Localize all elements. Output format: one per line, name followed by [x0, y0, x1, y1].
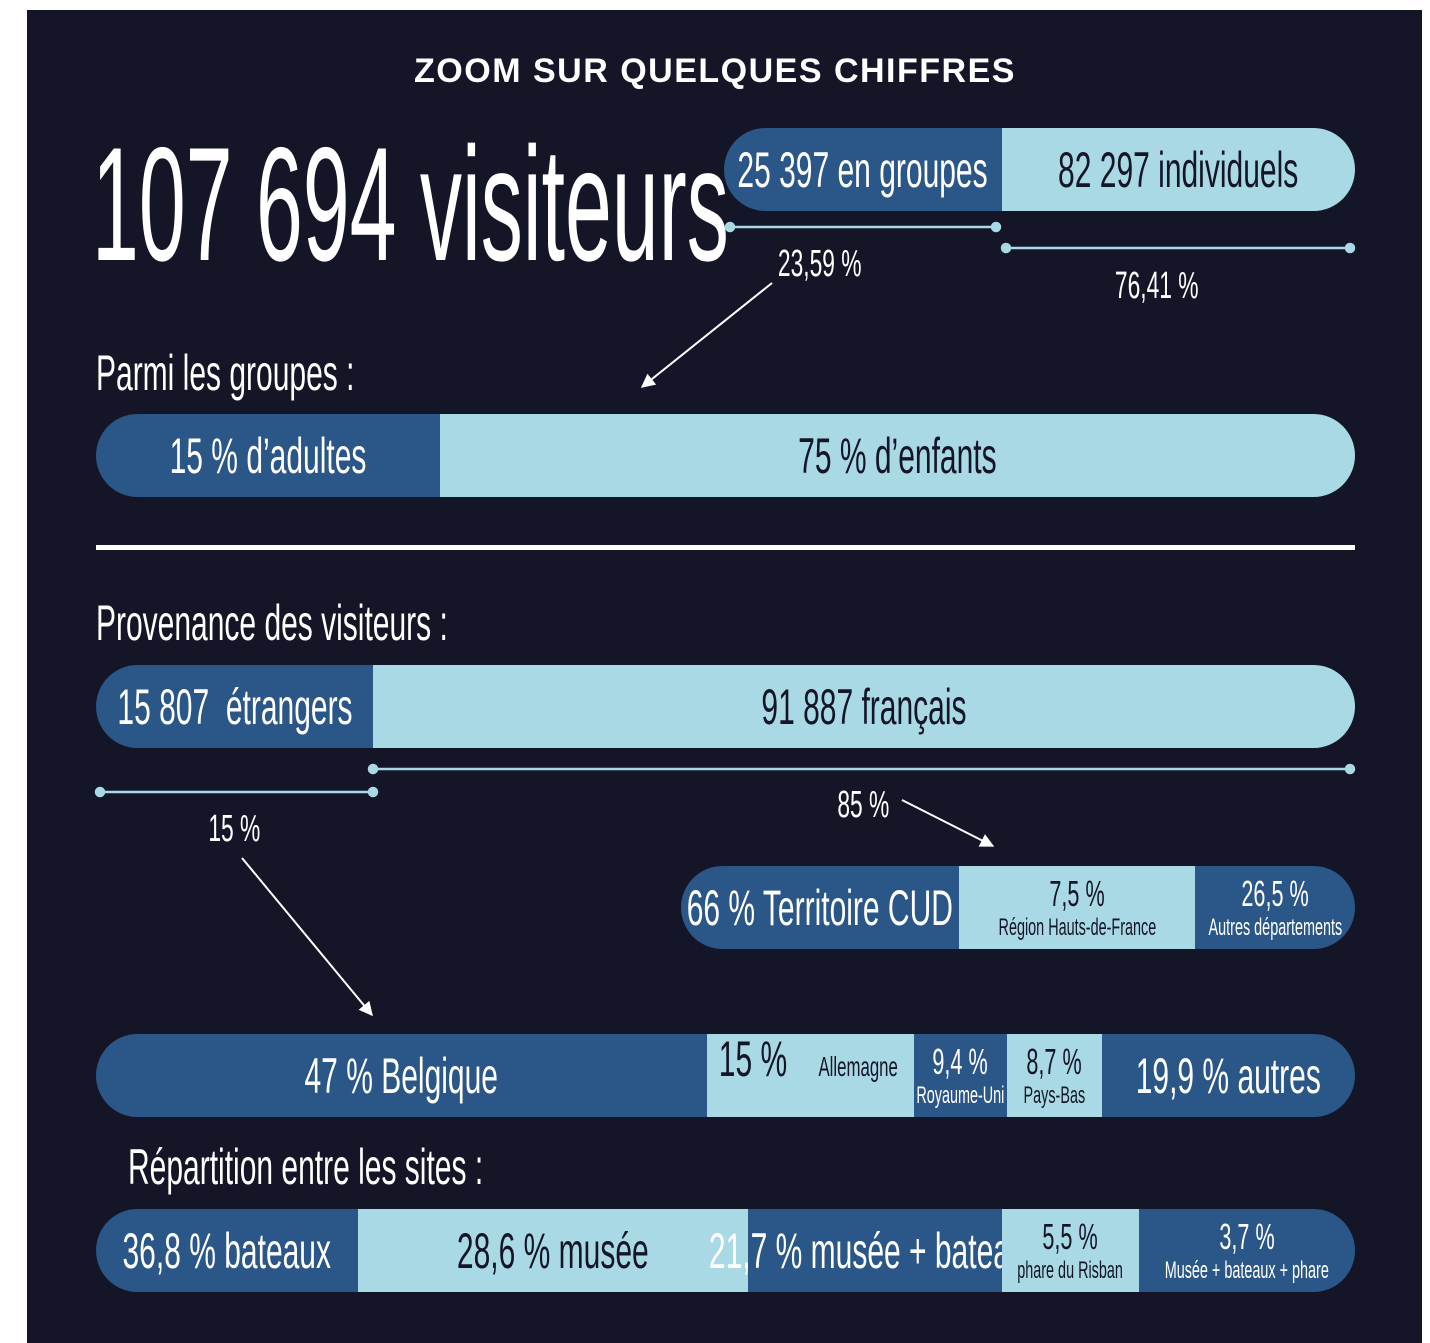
segment-label: 5,5 % — [1042, 1215, 1099, 1257]
segment-label: 15 % — [719, 1034, 788, 1087]
segment-label: 9,4 % — [932, 1040, 989, 1082]
bar: 66 % Territoire CUD 7,5 % Région Hauts-de-… — [681, 866, 1355, 949]
heading: Provenance des visiteurs : — [96, 594, 682, 652]
share-text: 76,41 % — [1115, 265, 1199, 307]
segment-label: 26,5 % — [1241, 872, 1309, 914]
bar-segment: 26,5 % Autres départements — [1195, 866, 1355, 949]
segment-sublabel: Allemagne — [818, 1051, 899, 1082]
bar: 15 % d’adultes 75 % d’enfants — [96, 414, 1355, 497]
segment-label: 15 % d’adultes — [169, 427, 367, 484]
bar-segment: 21,7 % musée + bateaux — [709, 1209, 1041, 1292]
segment-label: 28,6 % musée — [457, 1222, 649, 1279]
bar: 15 807 étrangers 91 887 français — [96, 665, 1355, 748]
segment-sublabel: Région Hauts-de-France — [998, 913, 1156, 941]
segment-label: 19,9 % autres — [1135, 1047, 1322, 1104]
title: ZOOM SUR QUELQUES CHIFFRES — [414, 52, 1016, 90]
bar-segment: 36,8 % bateaux — [96, 1209, 358, 1292]
bar-segment: 28,6 % musée — [358, 1209, 748, 1292]
bar-segment: 15 % Allemagne — [707, 1034, 914, 1117]
bar: 25 397 en groupes 82 297 individuels — [724, 128, 1355, 211]
bar-segment: 7,5 % Région Hauts-de-France — [959, 866, 1195, 949]
bar-segment: 19,9 % autres — [1102, 1034, 1355, 1117]
segment-label: 15 807 étrangers — [116, 678, 353, 735]
heading: Répartition entre les sites : — [128, 1138, 720, 1196]
bar-segment: 66 % Territoire CUD — [681, 866, 959, 949]
bar-segment: 8,7 % Pays-Bas — [1007, 1034, 1102, 1117]
bar-segment: 82 297 individuels — [1002, 128, 1355, 211]
segment-label: 75 % d’enfants — [798, 427, 997, 484]
segment-sublabel: Musée + bateaux + phare — [1164, 1256, 1330, 1284]
segment-label: 25 397 en groupes — [737, 141, 989, 198]
share-text: 15 % — [208, 808, 260, 850]
heading-text: Répartition entre les sites : — [128, 1139, 484, 1195]
segment-label: 8,7 % — [1026, 1040, 1083, 1082]
bar-segment: 75 % d’enfants — [440, 414, 1355, 497]
segment-label: 47 % Belgique — [304, 1047, 499, 1104]
segment-sublabel: Pays-Bas — [1023, 1081, 1086, 1109]
bar-segment: 15 807 étrangers — [96, 665, 373, 748]
bar-segment: 3,7 % Musée + bateaux + phare — [1139, 1209, 1355, 1292]
heading: Parmi les groupes : — [96, 344, 527, 402]
heading-text: Provenance des visiteurs : — [96, 595, 448, 651]
bar-segment: 15 % d’adultes — [96, 414, 440, 497]
heading-text: Parmi les groupes : — [96, 345, 355, 401]
segment-label: 21,7 % musée + bateaux — [708, 1222, 1042, 1279]
segment-sublabel: Royaume-Uni — [916, 1081, 1005, 1109]
segment-label: 82 297 individuels — [1058, 141, 1299, 198]
segment-label: 3,7 % — [1219, 1215, 1275, 1257]
segment-sublabel: Autres départements — [1208, 913, 1342, 941]
total-text: 107 694 visiteurs — [92, 114, 729, 295]
share: 23,59 % — [720, 243, 920, 286]
share-text: 85 % — [837, 784, 889, 826]
bar-segment: 9,4 % Royaume-Uni — [914, 1034, 1007, 1117]
bar-segment: 25 397 en groupes — [724, 128, 1002, 211]
bar-segment: 91 887 français — [373, 665, 1355, 748]
segment-label: 66 % Territoire CUD — [686, 879, 954, 936]
share: 15 % — [134, 808, 334, 851]
share-text: 23,59 % — [778, 243, 862, 285]
bar-segment: 5,5 % phare du Risban — [1002, 1209, 1139, 1292]
bar-segment: 47 % Belgique — [96, 1034, 707, 1117]
segment-label: 36,8 % bateaux — [122, 1222, 332, 1279]
segment-label: 7,5 % — [1049, 872, 1105, 914]
bar: 36,8 % bateaux 28,6 % musée 21,7 % musée +… — [96, 1209, 1355, 1292]
bar: 47 % Belgique 15 % Allemagne 9,4 % Royaume-U… — [96, 1034, 1355, 1117]
share: 76,41 % — [1057, 265, 1257, 308]
share: 85 % — [763, 784, 963, 827]
segment-label: 91 887 français — [761, 678, 967, 735]
total: 107 694 visiteurs — [92, 112, 1317, 298]
segment-sublabel: phare du Risban — [1017, 1256, 1124, 1284]
